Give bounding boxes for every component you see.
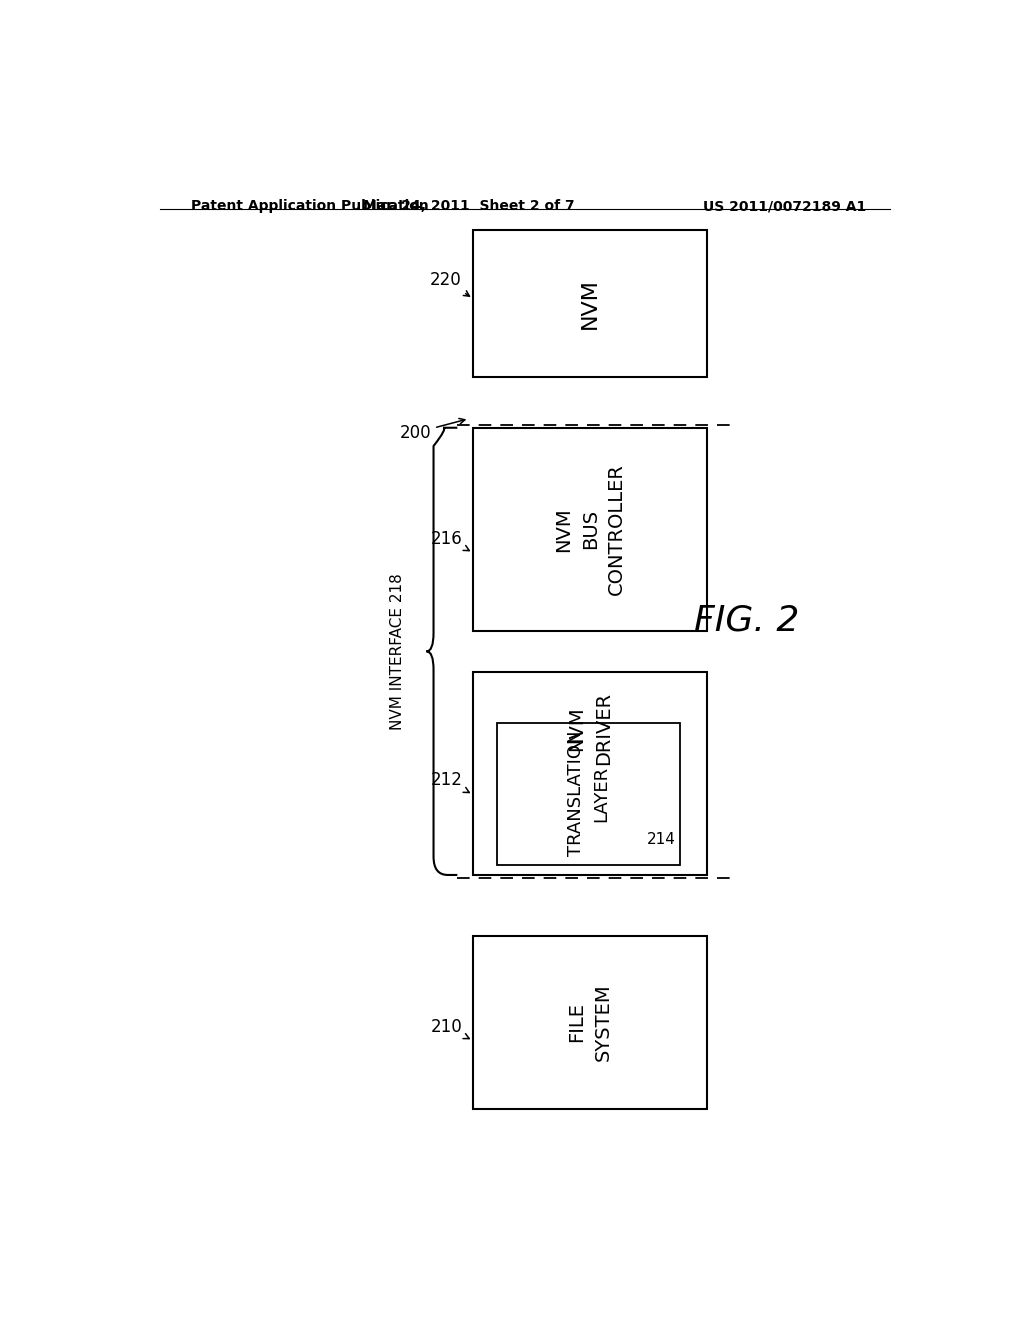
Bar	[473, 672, 708, 875]
Text: TRANSLATION
LAYER: TRANSLATION LAYER	[567, 731, 609, 857]
Text: 214: 214	[647, 832, 676, 846]
Text: FILE
SYSTEM: FILE SYSTEM	[567, 983, 613, 1061]
Text: 216: 216	[431, 529, 469, 550]
Text: FIG. 2: FIG. 2	[694, 603, 800, 638]
Bar	[473, 428, 708, 631]
Text: NVM: NVM	[581, 277, 600, 329]
Text: 210: 210	[431, 1019, 469, 1039]
Text: NVM
BUS
CONTROLLER: NVM BUS CONTROLLER	[554, 463, 627, 595]
Bar	[473, 230, 708, 378]
Text: US 2011/0072189 A1: US 2011/0072189 A1	[702, 199, 866, 213]
Text: 200: 200	[399, 418, 465, 442]
Text: NVM INTERFACE 218: NVM INTERFACE 218	[390, 573, 406, 730]
Text: Patent Application Publication: Patent Application Publication	[191, 199, 429, 213]
Text: Mar. 24, 2011  Sheet 2 of 7: Mar. 24, 2011 Sheet 2 of 7	[364, 199, 575, 213]
Bar	[497, 722, 680, 865]
Text: 212: 212	[431, 771, 469, 792]
Text: NVM
DRIVER: NVM DRIVER	[567, 692, 613, 766]
Bar	[473, 936, 708, 1109]
Text: 220: 220	[429, 272, 469, 296]
